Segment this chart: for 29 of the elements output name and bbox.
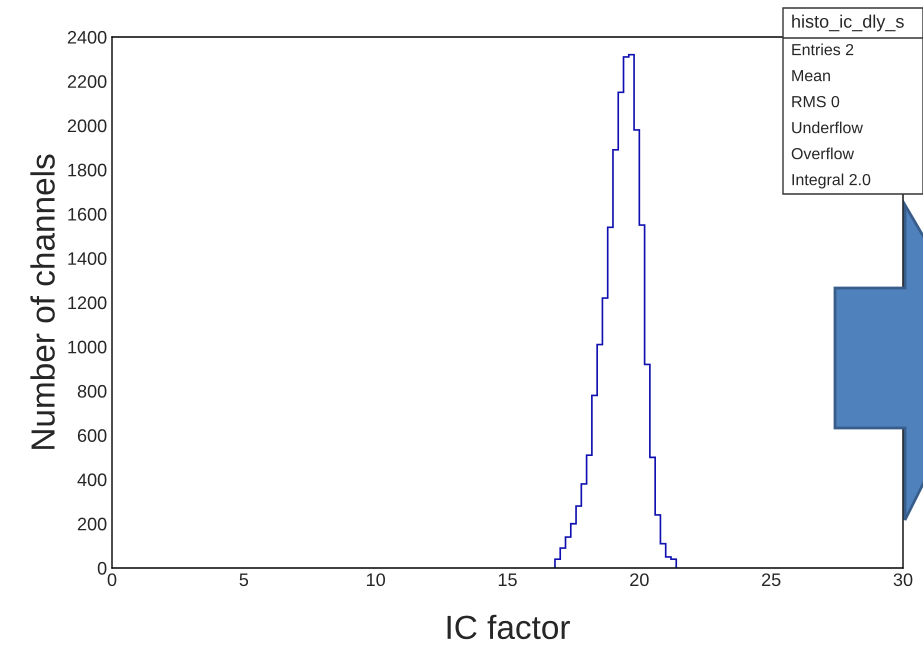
y-tick-label: 1600 — [68, 208, 106, 221]
y-tick-label: 2400 — [68, 30, 106, 44]
x-tick-label: 25 — [762, 573, 780, 586]
x-tick-label: 30 — [894, 573, 912, 586]
x-tick-label: 15 — [498, 574, 517, 586]
x-tick-label: 5 — [240, 574, 248, 586]
text: histo_ic_dly_s — [792, 14, 904, 32]
y-tick-label: 400 — [77, 473, 106, 486]
x-tick-label: 20 — [630, 573, 649, 586]
y-tick-label: 1800 — [68, 164, 106, 176]
y-tick-label: 1200 — [68, 296, 106, 310]
x-tick-label: 10 — [367, 573, 386, 586]
x-tick-label: 0 — [108, 573, 116, 586]
annotation: RMS 0 — [792, 96, 840, 108]
y-tick-label: 1400 — [68, 252, 106, 265]
y-axis-title: Number of channels — [30, 154, 55, 449]
y-tick-label: 800 — [78, 384, 106, 398]
annotation: Mean — [792, 70, 830, 82]
y-tick-label: 2200 — [68, 75, 106, 88]
y-tick-label: 0 — [98, 562, 106, 575]
annotation: Underflow — [792, 122, 863, 134]
annotation: Entries 2 — [792, 44, 854, 56]
x-axis-title: IC factor — [448, 614, 570, 640]
y-tick-label: 1000 — [68, 340, 106, 354]
y-tick-label: 2000 — [68, 119, 106, 132]
y-tick-label: 600 — [78, 429, 106, 442]
y-tick-label: 200 — [78, 518, 106, 530]
annotation: Overflow — [792, 148, 854, 160]
annotation: Integral 2.0 — [792, 174, 870, 188]
